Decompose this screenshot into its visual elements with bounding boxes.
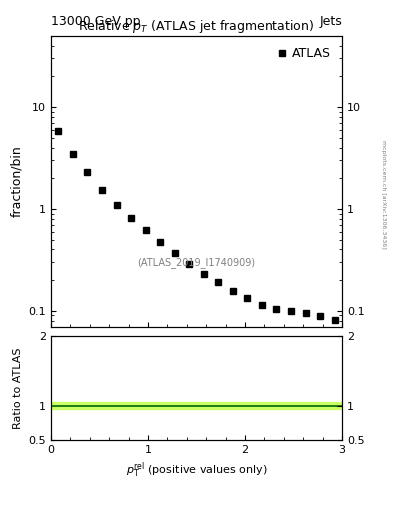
Text: Jets: Jets [319, 15, 342, 28]
ATLAS [187, 261, 192, 267]
Legend: ATLAS: ATLAS [274, 42, 336, 65]
ATLAS [216, 280, 221, 286]
ATLAS [231, 288, 235, 294]
Text: (ATLAS_2019_I1740909): (ATLAS_2019_I1740909) [138, 257, 255, 268]
ATLAS [260, 302, 264, 308]
Text: mcplots.cern.ch [arXiv:1306.3436]: mcplots.cern.ch [arXiv:1306.3436] [381, 140, 386, 249]
ATLAS [100, 186, 105, 193]
ATLAS [85, 169, 90, 175]
ATLAS [56, 128, 61, 134]
ATLAS [143, 227, 148, 233]
Line: ATLAS: ATLAS [55, 127, 338, 323]
ATLAS [173, 250, 177, 256]
Title: Relative $p_T$ (ATLAS jet fragmentation): Relative $p_T$ (ATLAS jet fragmentation) [78, 18, 315, 35]
ATLAS [303, 310, 308, 316]
Y-axis label: fraction/bin: fraction/bin [10, 145, 23, 217]
Text: 13000 GeV pp: 13000 GeV pp [51, 15, 141, 28]
X-axis label: $p_{\mathrm{T}}^{\mathrm{rel}}$ (positive values only): $p_{\mathrm{T}}^{\mathrm{rel}}$ (positiv… [126, 461, 267, 480]
ATLAS [71, 151, 75, 157]
ATLAS [158, 239, 163, 245]
Y-axis label: Ratio to ATLAS: Ratio to ATLAS [13, 348, 23, 429]
ATLAS [318, 313, 323, 319]
ATLAS [274, 306, 279, 312]
ATLAS [114, 202, 119, 208]
ATLAS [202, 271, 206, 277]
ATLAS [245, 294, 250, 301]
ATLAS [332, 316, 337, 323]
ATLAS [289, 308, 294, 314]
ATLAS [129, 215, 134, 221]
